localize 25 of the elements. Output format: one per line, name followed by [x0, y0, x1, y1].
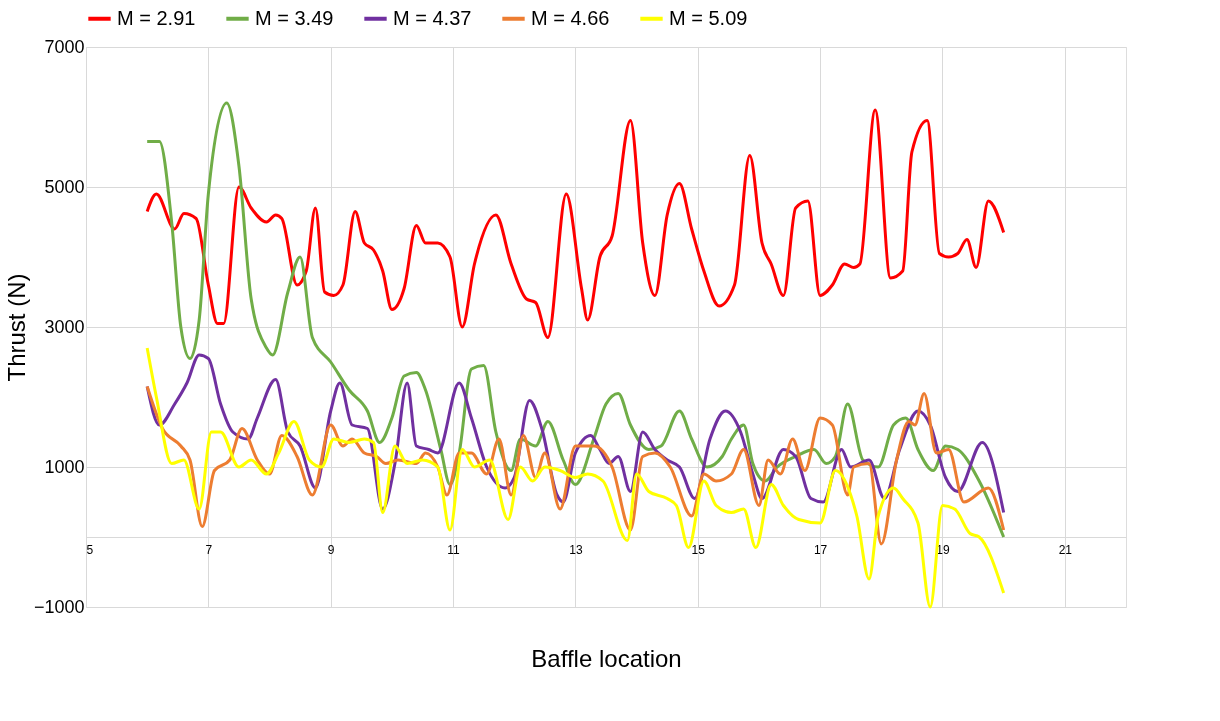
x-tick-label: 19	[936, 542, 950, 557]
line-series	[145, 101, 1006, 539]
legend-label: M = 4.66	[531, 6, 610, 29]
x-tick-label: 13	[569, 542, 583, 557]
legend-label: M = 5.09	[669, 6, 748, 29]
line-series	[145, 346, 1006, 609]
y-axis-title: Thrust (N)	[2, 273, 30, 382]
x-tick-label: 21	[1058, 542, 1073, 557]
legend-label: M = 2.91	[117, 6, 196, 29]
y-tick-label: 3000	[44, 316, 85, 337]
x-tick-label: 17	[813, 542, 828, 557]
x-axis-title: Baffle location	[531, 644, 682, 672]
x-tick-label: 7	[205, 542, 213, 557]
x-tick-label: 15	[691, 542, 706, 557]
legend-label: M = 4.37	[393, 6, 472, 29]
x-tick-label: 11	[447, 542, 461, 557]
y-tick-label: 1000	[44, 456, 85, 477]
x-tick-label: 5	[86, 542, 94, 557]
x-tick-label: 9	[327, 542, 335, 557]
legend-label: M = 3.49	[255, 6, 334, 29]
y-tick-label: 5000	[44, 176, 85, 197]
y-tick-label: 7000	[44, 36, 85, 57]
line-series	[145, 108, 1006, 339]
y-tick-label: −1000	[33, 596, 85, 617]
line-series	[145, 385, 1006, 546]
